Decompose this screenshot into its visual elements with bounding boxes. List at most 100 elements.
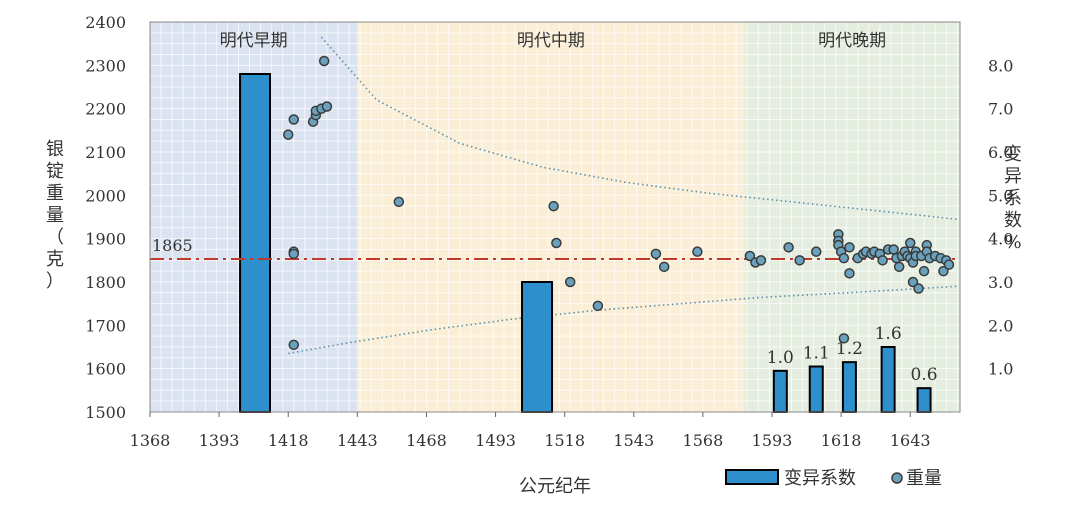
x-tick-label-0: 1368 bbox=[130, 431, 171, 450]
x-tick-label-7: 1543 bbox=[613, 431, 654, 450]
scatter-point-10 bbox=[288, 339, 300, 351]
scatter-point-13 bbox=[551, 237, 562, 249]
y-right-tick-label-4: 5.0 bbox=[988, 186, 1013, 205]
scatter-point-19 bbox=[744, 250, 756, 262]
scatter-point-61 bbox=[938, 265, 949, 277]
scatter-points bbox=[282, 55, 955, 351]
y-right-axis-label-char: 变 bbox=[1004, 144, 1022, 165]
scatter-point-47 bbox=[904, 237, 916, 249]
bar-1 bbox=[521, 281, 554, 413]
y-left-axis-label-char: 重 bbox=[46, 183, 64, 204]
y-right-axis-label: 变异系数% bbox=[1004, 144, 1022, 253]
scatter-point-11 bbox=[393, 196, 405, 208]
x-tick-label-11: 1643 bbox=[890, 431, 931, 450]
x-tick-label-2: 1418 bbox=[268, 431, 309, 450]
scatter-point-15 bbox=[592, 300, 604, 312]
era-labels: 明代早期 明代中期 明代晚期 bbox=[220, 31, 887, 51]
bar-label-2: 1.0 bbox=[767, 348, 794, 368]
scatter-point-9 bbox=[288, 248, 300, 260]
legend-scatter-swatch bbox=[891, 472, 903, 484]
x-tick-label-6: 1518 bbox=[544, 431, 585, 450]
scatter-point-55 bbox=[918, 265, 930, 277]
scatter-point-50 bbox=[907, 276, 919, 288]
plot-frame bbox=[149, 21, 961, 413]
bar-label-6: 0.6 bbox=[911, 365, 938, 385]
y-right-axis-label-char: 数 bbox=[1004, 210, 1022, 231]
scatter-point-21 bbox=[755, 255, 767, 266]
y-left-tick-label-0: 1500 bbox=[85, 403, 126, 422]
scatter-point-18 bbox=[692, 246, 703, 257]
y-right-tick-label-5: 6.0 bbox=[988, 143, 1013, 162]
y-left-tick-label-4: 1900 bbox=[85, 230, 126, 249]
scatter-point-1 bbox=[288, 114, 300, 125]
y-left-axis-label-char: 量 bbox=[46, 205, 64, 226]
scatter-point-43 bbox=[893, 261, 905, 273]
y-right-tick-label-0: 1.0 bbox=[988, 360, 1013, 379]
era-label-2: 明代晚期 bbox=[818, 31, 886, 51]
scatter-point-32 bbox=[844, 268, 855, 279]
bars: 1.0 1.1 1.2 1.6 0.6 bbox=[239, 73, 938, 414]
era-label-0: 明代早期 bbox=[220, 31, 288, 51]
scatter-point-16 bbox=[650, 248, 662, 260]
legend-bar-swatch bbox=[725, 469, 779, 485]
bar-0 bbox=[239, 73, 272, 413]
era-label-1: 明代中期 bbox=[517, 31, 585, 51]
y-left-tick-label-2: 1700 bbox=[85, 316, 126, 335]
y-left-tick-label-9: 2400 bbox=[85, 13, 126, 32]
gridlines bbox=[149, 21, 960, 413]
scatter-point-23 bbox=[794, 255, 805, 266]
scatter-point-14 bbox=[564, 276, 576, 288]
scatter-point-31 bbox=[844, 242, 855, 253]
scatter-point-6 bbox=[318, 55, 330, 67]
y-left-axis-label-char: 克 bbox=[46, 249, 64, 270]
legend: 变异系数 重量 bbox=[725, 468, 942, 489]
y-left-axis-label-char: ） bbox=[46, 271, 64, 292]
y-left-tick-label-1: 1600 bbox=[85, 360, 126, 379]
scatter-point-30 bbox=[838, 333, 850, 344]
x-tick-label-1: 1393 bbox=[199, 431, 240, 450]
y-right-axis-label-char: 系 bbox=[1004, 188, 1022, 209]
bar-label-3: 1.1 bbox=[803, 344, 830, 364]
bar-label-4: 1.2 bbox=[836, 339, 863, 359]
scatter-point-39 bbox=[877, 255, 888, 266]
scatter-point-53 bbox=[913, 283, 924, 294]
bar-6 bbox=[916, 387, 932, 413]
x-axis-label: 公元纪年 bbox=[519, 476, 591, 497]
scatter-point-24 bbox=[810, 246, 822, 257]
x-tick-label-10: 1618 bbox=[821, 431, 862, 450]
y-right-tick-label-6: 7.0 bbox=[988, 100, 1013, 119]
scatter-point-41 bbox=[888, 244, 899, 255]
reference-line-label: 1865 bbox=[152, 236, 193, 255]
bar-3 bbox=[808, 365, 824, 413]
y-right-tick-label-2: 3.0 bbox=[988, 273, 1013, 292]
y-left-axis-label-char: 银 bbox=[46, 139, 64, 160]
y-left-axis-label-char: 锭 bbox=[46, 161, 64, 182]
y-right-tick-label-7: 8.0 bbox=[988, 56, 1013, 75]
y-right-axis-label-char: % bbox=[1004, 232, 1021, 253]
y-left-tick-label-6: 2100 bbox=[85, 143, 126, 162]
bar-2 bbox=[772, 369, 788, 414]
scatter-point-7 bbox=[321, 101, 333, 112]
bar-5 bbox=[880, 346, 896, 413]
y-left-axis-label-char: （ bbox=[46, 227, 64, 248]
x-tick-label-5: 1493 bbox=[475, 431, 516, 450]
scatter-point-22 bbox=[783, 242, 794, 253]
y-left-tick-label-7: 2200 bbox=[85, 100, 126, 119]
y-right-tick-label-1: 2.0 bbox=[988, 316, 1013, 335]
y-left-axis-label: 银锭重量（克） bbox=[46, 139, 64, 292]
scatter-point-29 bbox=[838, 252, 850, 264]
legend-bar-label: 变异系数 bbox=[784, 468, 856, 489]
x-tick-label-8: 1568 bbox=[683, 431, 724, 450]
y-left-tick-label-3: 1800 bbox=[85, 273, 126, 292]
y-right-axis-label-char: 异 bbox=[1004, 166, 1022, 187]
scatter-point-12 bbox=[548, 200, 559, 212]
y-left-tick-label-8: 2300 bbox=[85, 56, 126, 75]
x-tick-label-9: 1593 bbox=[752, 431, 793, 450]
axes: 1368 1393 1418 1443 1468 1493 1518 1543 1568 1593… bbox=[85, 13, 1013, 450]
x-tick-label-3: 1443 bbox=[337, 431, 378, 450]
y-left-tick-label-5: 2000 bbox=[85, 186, 126, 205]
bar-4 bbox=[841, 361, 857, 413]
x-tick-label-4: 1468 bbox=[406, 431, 447, 450]
scatter-point-0 bbox=[282, 129, 294, 140]
